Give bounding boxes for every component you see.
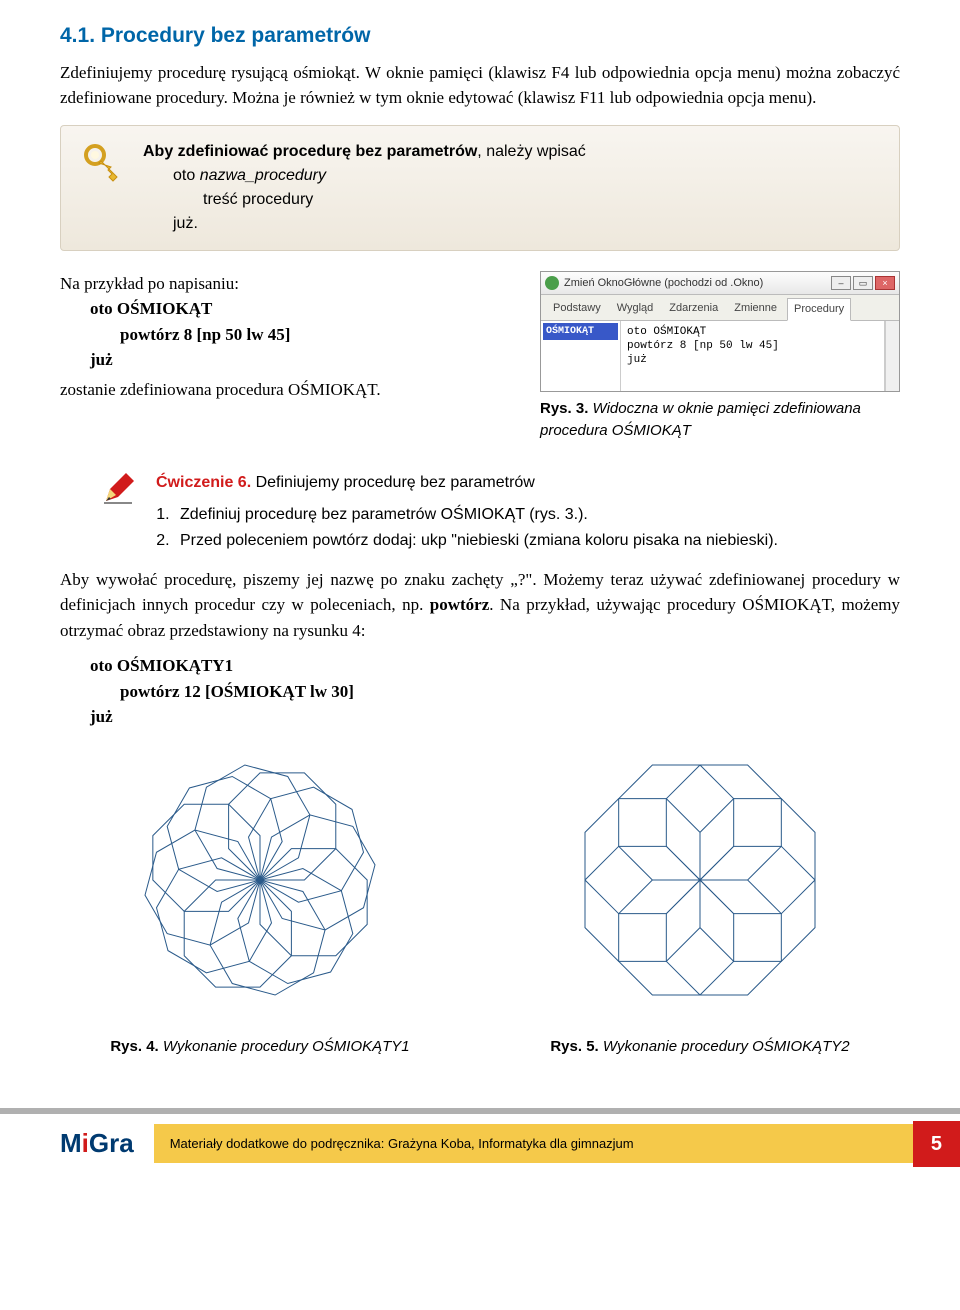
exercise-block: Ćwiczenie 6. Definiujemy procedurę bez p… xyxy=(100,471,900,555)
scrollbar[interactable] xyxy=(885,321,899,391)
publisher-logo: MiGra xyxy=(0,1114,154,1173)
logo-gra: Gra xyxy=(89,1128,134,1158)
keybox-bold: Aby zdefiniować procedurę bez parametrów xyxy=(143,143,477,160)
window-title: Zmień OknoGłówne (pochodzi od .Okno) xyxy=(564,275,831,292)
page-footer: MiGra Materiały dodatkowe do podręcznika… xyxy=(0,1108,960,1173)
exercise-title-text: Definiujemy procedurę bez parametrów xyxy=(251,474,535,491)
code-editor[interactable]: oto OŚMIOKĄT powtórz 8 [np 50 lw 45] już xyxy=(621,321,885,391)
code2-l1: oto OŚMIOKĄTY1 xyxy=(90,656,233,675)
procedure-list: OŚMIOKĄT xyxy=(541,321,621,391)
section-heading: 4.1. Procedury bez parametrów xyxy=(60,20,900,52)
key-callout-content: Aby zdefiniować procedurę bez parametrów… xyxy=(143,140,881,236)
section-number: 4.1. xyxy=(60,24,95,47)
tab-wyglad[interactable]: Wygląd xyxy=(611,298,660,320)
code-l2: powtórz 8 [np 50 lw 45] xyxy=(120,325,290,344)
fig5-label: Rys. 5. xyxy=(550,1038,598,1055)
key-callout: Aby zdefiniować procedurę bez parametrów… xyxy=(60,125,900,251)
memory-window-screenshot: Zmień OknoGłówne (pochodzi od .Okno) – ▭… xyxy=(540,271,900,392)
para2-bold: powtórz xyxy=(430,595,489,614)
exercise-step: Przed poleceniem powtórz dodaj: ukp "nie… xyxy=(174,529,900,553)
tab-zdarzenia[interactable]: Zdarzenia xyxy=(663,298,724,320)
editor-line: oto OŚMIOKĄT xyxy=(627,325,878,339)
footer-text: Materiały dodatkowe do podręcznika: Graż… xyxy=(154,1124,913,1164)
editor-line: powtórz 8 [np 50 lw 45] xyxy=(627,339,878,353)
close-button[interactable]: × xyxy=(875,276,895,290)
tab-podstawy[interactable]: Podstawy xyxy=(547,298,607,320)
keybox-procname: nazwa_procedury xyxy=(200,167,326,184)
fig4-text: Wykonanie procedury OŚMIOKĄTY1 xyxy=(159,1038,410,1055)
fig4-label: Rys. 4. xyxy=(110,1038,158,1055)
octagon-pattern-1 xyxy=(130,750,390,1010)
minimize-button[interactable]: – xyxy=(831,276,851,290)
keybox-oto: oto xyxy=(173,167,200,184)
intro-paragraph: Zdefiniujemy procedurę rysującą ośmiokąt… xyxy=(60,60,900,111)
pencil-icon xyxy=(100,471,136,555)
editor-line: już xyxy=(627,353,878,367)
paragraph-2: Aby wywołać procedurę, piszemy jej nazwę… xyxy=(60,567,900,644)
caption-label: Rys. 3. xyxy=(540,400,588,417)
example-intro: Na przykład po napisaniu: xyxy=(60,271,520,297)
tab-zmienne[interactable]: Zmienne xyxy=(728,298,783,320)
key-icon xyxy=(79,140,123,192)
logo-m: M xyxy=(60,1128,82,1158)
caption-text: Widoczna w oknie pamięci zdefiniowana pr… xyxy=(540,400,861,440)
maximize-button[interactable]: ▭ xyxy=(853,276,873,290)
code2-l2: powtórz 12 [OŚMIOKĄT lw 30] xyxy=(120,682,354,701)
procedure-list-item[interactable]: OŚMIOKĄT xyxy=(543,323,618,340)
window-tabs: Podstawy Wygląd Zdarzenia Zmienne Proced… xyxy=(541,295,899,321)
octagon-pattern-2 xyxy=(570,750,830,1010)
section-title-text: Procedury bez parametrów xyxy=(101,24,371,47)
figure-5: Rys. 5. Wykonanie procedury OŚMIOKĄTY2 xyxy=(550,750,849,1059)
logo-i: i xyxy=(82,1128,89,1158)
tab-procedury[interactable]: Procedury xyxy=(787,298,851,321)
code2-l3: już xyxy=(90,707,113,726)
keybox-rest: , należy wpisać xyxy=(477,143,586,160)
page-number: 5 xyxy=(913,1121,960,1167)
fig5-text: Wykonanie procedury OŚMIOKĄTY2 xyxy=(599,1038,850,1055)
window-titlebar: Zmień OknoGłówne (pochodzi od .Okno) – ▭… xyxy=(541,272,899,296)
keybox-body: treść procedury xyxy=(143,188,881,212)
app-icon xyxy=(545,276,559,290)
code-l3: już xyxy=(90,350,113,369)
exercise-number: Ćwiczenie 6. xyxy=(156,474,251,491)
figure-4: Rys. 4. Wykonanie procedury OŚMIOKĄTY1 xyxy=(110,750,409,1059)
keybox-end: już. xyxy=(143,212,881,236)
code-l1: oto OŚMIOKĄT xyxy=(90,299,212,318)
exercise-steps: Zdefiniuj procedurę bez parametrów OŚMIO… xyxy=(156,503,900,553)
figure3-caption: Rys. 3. Widoczna w oknie pamięci zdefini… xyxy=(540,398,900,443)
example-block: Na przykład po napisaniu: oto OŚMIOKĄT p… xyxy=(60,271,520,403)
example-outro: zostanie zdefiniowana procedura OŚMIOKĄT… xyxy=(60,377,520,403)
exercise-step: Zdefiniuj procedurę bez parametrów OŚMIO… xyxy=(174,503,900,527)
